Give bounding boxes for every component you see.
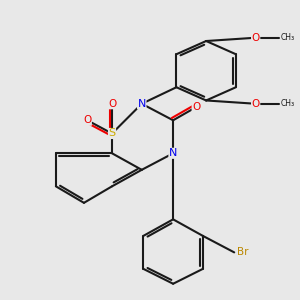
- Text: O: O: [192, 102, 200, 112]
- Text: O: O: [83, 115, 92, 125]
- Text: N: N: [138, 99, 146, 109]
- Text: CH₃: CH₃: [280, 99, 295, 108]
- Text: Br: Br: [237, 248, 248, 257]
- Text: N: N: [169, 148, 177, 158]
- Text: O: O: [252, 33, 260, 43]
- Text: S: S: [109, 128, 116, 139]
- Text: O: O: [108, 99, 116, 109]
- Text: O: O: [252, 99, 260, 109]
- Text: CH₃: CH₃: [280, 33, 295, 42]
